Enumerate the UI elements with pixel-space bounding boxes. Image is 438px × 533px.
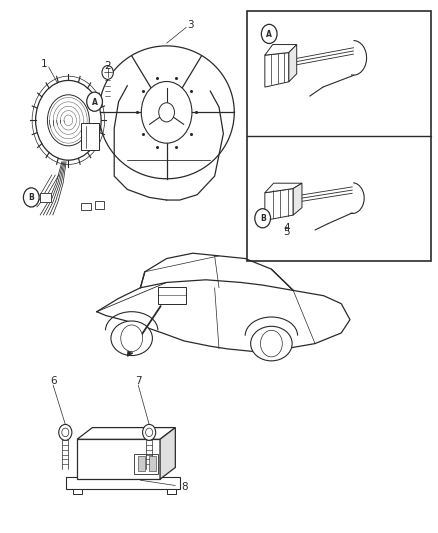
Circle shape	[261, 25, 277, 44]
Text: 1: 1	[41, 60, 48, 69]
Polygon shape	[265, 183, 302, 193]
Ellipse shape	[251, 326, 292, 361]
Circle shape	[102, 66, 113, 79]
Polygon shape	[265, 45, 297, 55]
Circle shape	[255, 209, 271, 228]
Ellipse shape	[111, 321, 152, 356]
Polygon shape	[95, 201, 104, 208]
Polygon shape	[77, 427, 175, 439]
Circle shape	[261, 330, 283, 357]
Polygon shape	[289, 45, 297, 82]
Circle shape	[59, 424, 72, 440]
Polygon shape	[81, 123, 99, 150]
Polygon shape	[81, 203, 91, 210]
Polygon shape	[166, 489, 176, 494]
Text: 2: 2	[104, 61, 111, 70]
Circle shape	[47, 95, 89, 146]
Circle shape	[62, 428, 69, 437]
Polygon shape	[134, 454, 158, 474]
Text: 7: 7	[135, 376, 141, 386]
Text: A: A	[92, 98, 98, 107]
Text: 5: 5	[283, 227, 290, 237]
Bar	[247, 11, 431, 261]
Polygon shape	[149, 456, 155, 471]
Text: 6: 6	[50, 376, 57, 386]
Polygon shape	[293, 183, 302, 215]
Polygon shape	[77, 439, 160, 479]
Circle shape	[87, 92, 102, 111]
Polygon shape	[73, 489, 82, 494]
Circle shape	[141, 82, 192, 143]
Bar	[158, 287, 186, 304]
Polygon shape	[160, 427, 175, 479]
Text: 8: 8	[181, 482, 187, 492]
Polygon shape	[40, 193, 51, 201]
Text: A: A	[266, 30, 272, 39]
Polygon shape	[265, 53, 289, 87]
Text: 4: 4	[283, 223, 290, 233]
Circle shape	[23, 188, 39, 207]
Text: B: B	[28, 193, 34, 203]
Circle shape	[35, 80, 101, 160]
Circle shape	[143, 424, 155, 440]
Text: B: B	[260, 214, 265, 223]
Polygon shape	[138, 456, 145, 471]
Polygon shape	[66, 477, 180, 489]
Circle shape	[121, 325, 143, 352]
Polygon shape	[265, 189, 293, 221]
Circle shape	[146, 428, 152, 437]
Circle shape	[159, 103, 174, 122]
Text: 3: 3	[187, 20, 194, 30]
